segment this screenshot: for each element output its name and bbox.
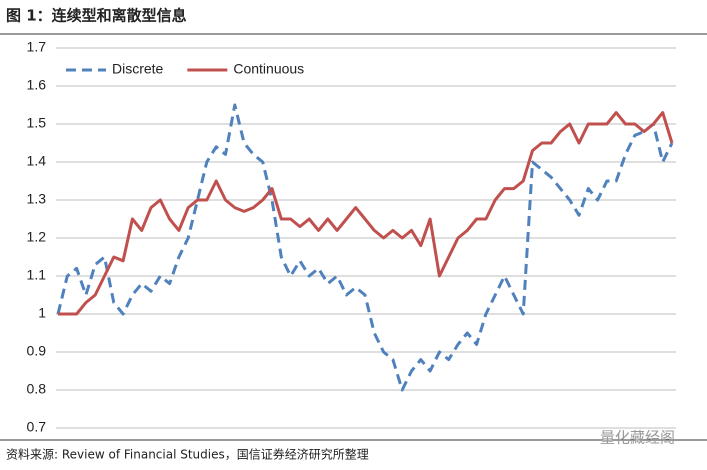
y-tick-label: 1.1 [27, 267, 47, 283]
y-tick-label: 1.6 [27, 77, 47, 93]
chart-title: 图 1：连续型和离散型信息 [6, 7, 187, 25]
series-line [56, 103, 674, 392]
y-tick-label: 1.5 [27, 115, 47, 131]
series-line [58, 111, 674, 316]
y-tick-label: 1.3 [27, 191, 47, 207]
y-tick-label: 1.4 [27, 153, 47, 169]
source-note: 资料来源: Review of Financial Studies，国信证券经济… [6, 447, 369, 462]
y-tick-label: 1 [38, 305, 46, 321]
y-tick-label: 0.9 [27, 343, 47, 359]
legend-label: Discrete [112, 61, 164, 77]
y-tick-label: 0.8 [27, 381, 47, 397]
watermark: 量化藏经阁 [600, 429, 675, 447]
y-tick-label: 0.7 [27, 419, 47, 435]
legend-label: Continuous [233, 61, 304, 77]
y-tick-label: 1.7 [27, 39, 47, 55]
y-tick-label: 1.2 [27, 229, 47, 245]
